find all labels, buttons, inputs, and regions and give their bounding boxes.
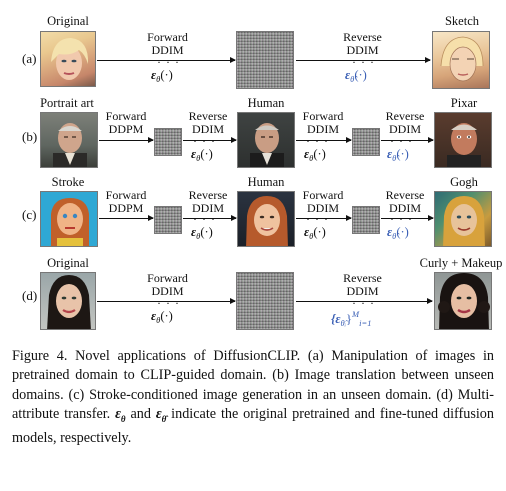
stroke-input-image [40, 191, 98, 247]
image-label-portrait-art: Portrait art [40, 96, 94, 110]
sketch-output-image [432, 31, 490, 89]
ellipsis-d-1: · · · [157, 296, 180, 310]
noise-latent-image-d [236, 272, 294, 330]
ellipsis-b-3: · · · [390, 134, 413, 148]
arrow-label-forward-ddpm-c: Forward DDPM [105, 188, 147, 215]
eps-theta-c-1: εθ(·) [191, 225, 213, 241]
arrow-forward-ddpm-b [99, 137, 154, 143]
original-portrait-image [40, 31, 96, 87]
noise-small-b-2 [352, 128, 380, 156]
arrow-label-reverse-b-2: Reverse DDIM [385, 109, 425, 136]
noise-small-b-1 [154, 128, 182, 156]
eps-theta-b-1: εθ(·) [191, 147, 213, 163]
arrow-label-reverse-c-1: Reverse DDIM [188, 188, 228, 215]
image-label-sketch: Sketch [444, 14, 480, 28]
pixar-output-image [434, 112, 492, 168]
arrow-label-forward-b: Forward DDIM [302, 109, 344, 136]
ellipsis-b-1: · · · [193, 134, 216, 148]
arrow-label-forward-ddpm-b: Forward DDPM [105, 109, 147, 136]
noise-latent-image-a [236, 31, 294, 89]
gogh-output-image [434, 191, 492, 247]
arrow-forward-ddim-a [97, 57, 236, 63]
row-label-d: (d) [22, 288, 38, 303]
arrow-reverse-ddim-d [296, 298, 433, 304]
arrow-reverse-ddim-c-1 [183, 215, 237, 221]
ellipsis-c-2: · · · [306, 212, 329, 226]
arrow-label-forward-c: Forward DDIM [302, 188, 344, 215]
caption-prefix: Figure 4. Novel applications of Diffusio… [12, 348, 494, 422]
image-label-stroke: Stroke [51, 175, 85, 189]
portrait-art-image [40, 112, 98, 168]
ellipsis-c-1: · · · [193, 212, 216, 226]
caption-eps-theta: εθ [115, 405, 126, 424]
arrow-forward-ddim-b [296, 137, 352, 143]
eps-theta-hat-set-d: {εθ̂ᵢ}Mi=1 [331, 309, 372, 328]
row-label-a: (a) [22, 51, 37, 66]
row-label-b: (b) [22, 129, 38, 144]
ellipsis-b-2: · · · [306, 134, 329, 148]
original-portrait-image-d [40, 272, 96, 330]
image-label-original-d: Original [47, 256, 89, 270]
eps-theta-hat-a: εθ̂(·) [345, 68, 367, 84]
figure-caption: Figure 4. Novel applications of Diffusio… [12, 347, 494, 448]
figure-4: (a) Original Forward DDIM · · · εθ(·) Rev… [22, 14, 503, 330]
caption-suffix: indicate the original pretrained and fin… [12, 405, 494, 447]
arrow-reverse-ddim-b-1 [183, 137, 237, 143]
image-label-human-b: Human [247, 96, 285, 110]
curly-makeup-output-image [434, 272, 492, 330]
eps-theta-hat-c: εθ̂(·) [387, 225, 409, 241]
arrow-reverse-ddim-c-2 [381, 215, 434, 221]
ellipsis-a-2: · · · [352, 55, 375, 69]
image-label-pixar: Pixar [450, 96, 478, 110]
arrow-reverse-ddim-b-2 [381, 137, 434, 143]
eps-theta-c-2: εθ(·) [304, 225, 326, 241]
human-output-image-c [237, 191, 295, 247]
image-label-original: Original [47, 14, 89, 28]
arrow-forward-ddim-d [97, 298, 236, 304]
image-label-gogh: Gogh [450, 175, 478, 189]
image-label-curly-makeup: Curly + Makeup [419, 256, 503, 270]
eps-theta-b-2: εθ(·) [304, 147, 326, 163]
arrow-label-forward-a: Forward DDIM [147, 30, 188, 57]
row-label-c: (c) [22, 207, 37, 222]
ellipsis-c-3: · · · [390, 212, 413, 226]
arrow-label-forward-d: Forward DDIM [147, 271, 188, 298]
arrow-label-reverse-a: Reverse DDIM [343, 30, 382, 57]
noise-small-c-2 [352, 206, 380, 234]
caption-eps-theta-hat: εθ̂ [155, 405, 167, 424]
eps-theta-a-1: εθ(·) [151, 68, 173, 84]
image-label-human-c: Human [247, 175, 285, 189]
noise-small-c-1 [154, 206, 182, 234]
arrow-forward-ddpm-c [99, 215, 154, 221]
eps-theta-d: εθ(·) [151, 309, 173, 325]
eps-theta-hat-b: εθ̂(·) [387, 147, 409, 163]
arrow-forward-ddim-c [296, 215, 352, 221]
arrow-reverse-ddim-a [296, 57, 431, 63]
arrow-label-reverse-d: Reverse DDIM [343, 271, 382, 298]
arrow-label-reverse-c-2: Reverse DDIM [385, 188, 425, 215]
human-output-image-b [237, 112, 295, 168]
ellipsis-a-1: · · · [157, 55, 180, 69]
caption-and: and [125, 405, 156, 422]
arrow-label-reverse-b-1: Reverse DDIM [188, 109, 228, 136]
ellipsis-d-2: · · · [352, 296, 375, 310]
